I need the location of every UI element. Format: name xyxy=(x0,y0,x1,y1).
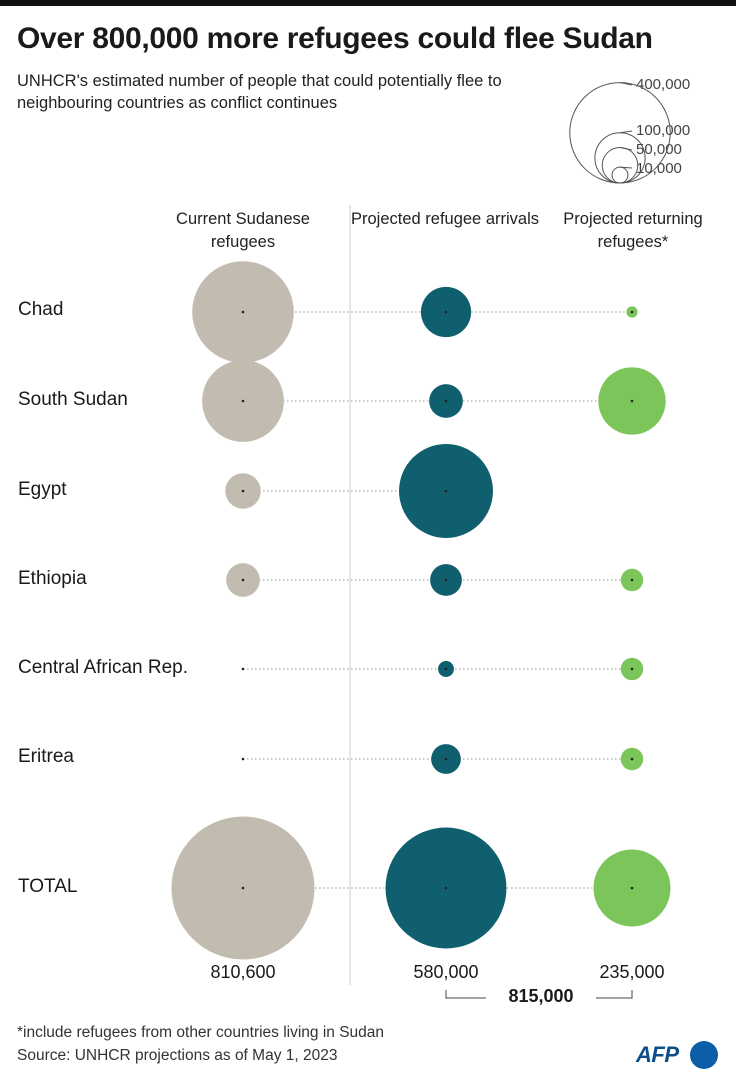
total-value-arrivals: 580,000 xyxy=(413,962,479,982)
center-dot-central-african-rep-returning xyxy=(630,667,634,671)
footnote: *include refugees from other countries l… xyxy=(17,1024,385,1041)
combined-total-label: 815,000 xyxy=(486,986,596,1007)
top-rule xyxy=(0,0,736,6)
center-dot-total-returning xyxy=(630,886,634,890)
center-dot-central-african-rep-current xyxy=(241,667,245,671)
afp-logo: AFP xyxy=(636,1042,679,1067)
row-label-egypt: Egypt xyxy=(18,479,67,500)
center-dot-ethiopia-arrivals xyxy=(444,578,448,582)
page-title: Over 800,000 more refugees could flee Su… xyxy=(17,22,653,55)
source-note: Source: UNHCR projections as of May 1, 2… xyxy=(17,1047,338,1064)
legend-label-50k: 50,000 xyxy=(636,141,682,158)
afp-logo-dot xyxy=(690,1041,718,1069)
row-label-south-sudan: South Sudan xyxy=(18,389,128,410)
center-dot-chad-current xyxy=(241,310,245,314)
center-dot-chad-returning xyxy=(630,310,634,314)
center-dot-eritrea-returning xyxy=(630,757,634,761)
center-dot-ethiopia-returning xyxy=(630,578,634,582)
legend-label-100k: 100,000 xyxy=(636,122,691,139)
center-dot-south-sudan-current xyxy=(241,399,245,403)
center-dot-egypt-current xyxy=(241,489,245,493)
legend-leader-3 xyxy=(619,166,633,169)
center-dot-total-current xyxy=(241,886,245,890)
center-dot-south-sudan-arrivals xyxy=(444,399,448,403)
center-dot-eritrea-current xyxy=(241,757,245,761)
total-value-returning: 235,000 xyxy=(599,962,665,982)
page-subtitle: UNHCR's estimated number of people that … xyxy=(17,72,502,112)
row-label-central-african-rep: Central African Rep. xyxy=(18,657,189,678)
center-dot-central-african-rep-arrivals xyxy=(444,667,448,671)
row-label-eritrea: Eritrea xyxy=(18,746,74,767)
center-dot-eritrea-arrivals xyxy=(444,757,448,761)
center-dot-total-arrivals xyxy=(444,886,448,890)
column-header-arrivals: Projected refugee arrivals xyxy=(350,210,539,228)
column-header-current: Current Sudanese refugees xyxy=(176,210,310,251)
legend-label-400k: 400,000 xyxy=(636,76,691,93)
legend-circle-1 xyxy=(594,132,646,184)
legend-circle-3 xyxy=(611,166,629,184)
center-dot-ethiopia-current xyxy=(241,578,245,582)
row-label-ethiopia: Ethiopia xyxy=(18,568,87,589)
total-value-current: 810,600 xyxy=(210,962,276,982)
legend-leader-2 xyxy=(619,147,633,151)
legend-circle-2 xyxy=(601,146,639,184)
column-header-returning: Projected returning refugees* xyxy=(563,210,703,251)
center-dot-egypt-arrivals xyxy=(444,489,448,493)
center-dot-south-sudan-returning xyxy=(630,399,634,403)
legend-leader-1 xyxy=(619,130,633,134)
center-dot-chad-arrivals xyxy=(444,310,448,314)
legend-label-10k: 10,000 xyxy=(636,160,682,177)
legend-leader-0 xyxy=(619,82,633,86)
row-label-total: TOTAL xyxy=(18,876,78,897)
row-label-chad: Chad xyxy=(18,299,64,320)
